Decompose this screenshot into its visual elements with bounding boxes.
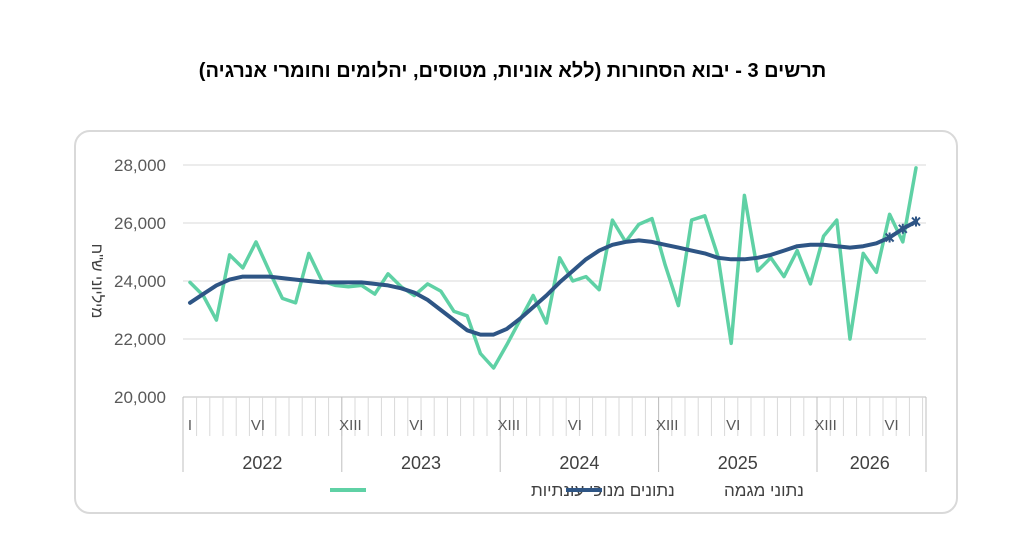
x-tick-label: XIII xyxy=(656,417,679,434)
x-tick-label: XIII xyxy=(339,417,362,434)
x-tick-label: XIII xyxy=(498,417,521,434)
series-line xyxy=(188,219,918,337)
chart-frame xyxy=(74,130,958,514)
y-tick-label: 26,000 xyxy=(114,214,166,233)
year-label: 2025 xyxy=(718,453,758,473)
year-label: 2024 xyxy=(559,453,599,473)
legend-label: נתוני מגמה xyxy=(724,481,804,500)
trend-marker xyxy=(911,216,921,227)
x-tick-label: VI xyxy=(885,417,899,434)
y-tick-label: 22,000 xyxy=(114,330,166,349)
y-tick-label: 28,000 xyxy=(114,156,166,175)
x-tick-label: I xyxy=(188,417,192,434)
x-tick-label: XIII xyxy=(814,417,837,434)
x-tick-label: VI xyxy=(409,417,423,434)
series-line xyxy=(188,166,918,370)
y-tick-label: 20,000 xyxy=(114,388,166,407)
year-label: 2023 xyxy=(401,453,441,473)
chart-title: תרשים 3 - יבוא הסחורות (ללא אוניות, מטוס… xyxy=(198,60,827,82)
x-tick-label: VI xyxy=(726,417,740,434)
y-tick-label: 24,000 xyxy=(114,272,166,291)
y-axis-label: מיליוני ש"ח xyxy=(88,244,106,319)
legend-label: נתונים מנוכי עונתיות xyxy=(531,481,675,500)
x-tick-label: VI xyxy=(251,417,265,434)
x-tick-label: VI xyxy=(568,417,582,434)
year-label: 2022 xyxy=(242,453,282,473)
trend-marker xyxy=(884,232,895,243)
year-label: 2026 xyxy=(850,453,890,473)
trend-marker xyxy=(898,223,908,234)
